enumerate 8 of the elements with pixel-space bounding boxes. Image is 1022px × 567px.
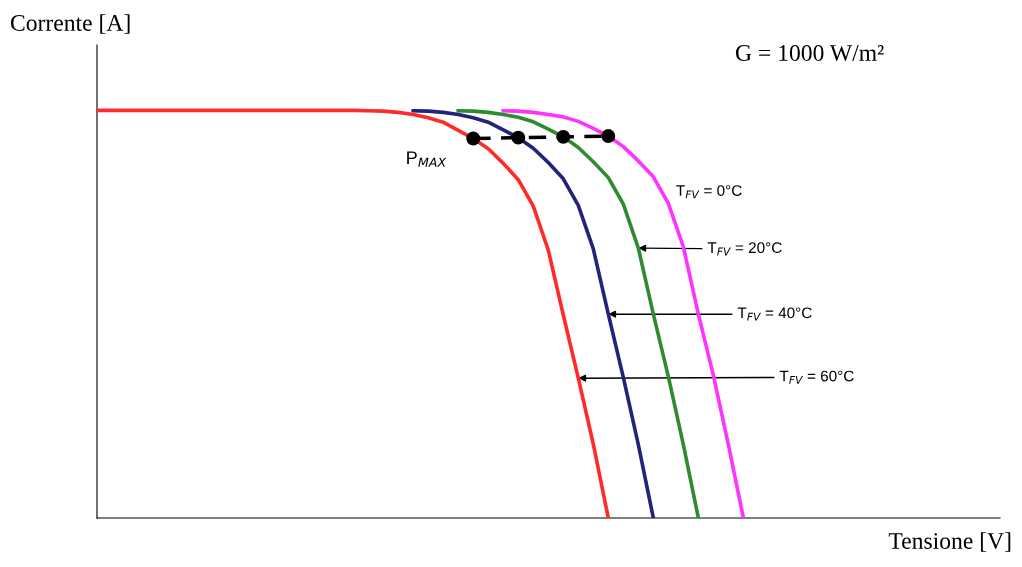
annotation: T$_{FV}$ = 20°C xyxy=(707,242,782,256)
x-axis-title: Tensione [V] xyxy=(888,532,1011,552)
text: G = 1000 W/m² xyxy=(735,44,884,62)
annotation: T$_{FV}$ = 60°C xyxy=(779,370,854,384)
annotation: P$_{MAX}$ xyxy=(407,151,447,167)
annotation: T$_{FV}$ = 40°C xyxy=(737,307,812,321)
y-axis-title: Corrente [A] xyxy=(10,14,130,34)
annotation: T$_{FV}$ = 0°C xyxy=(676,185,742,199)
